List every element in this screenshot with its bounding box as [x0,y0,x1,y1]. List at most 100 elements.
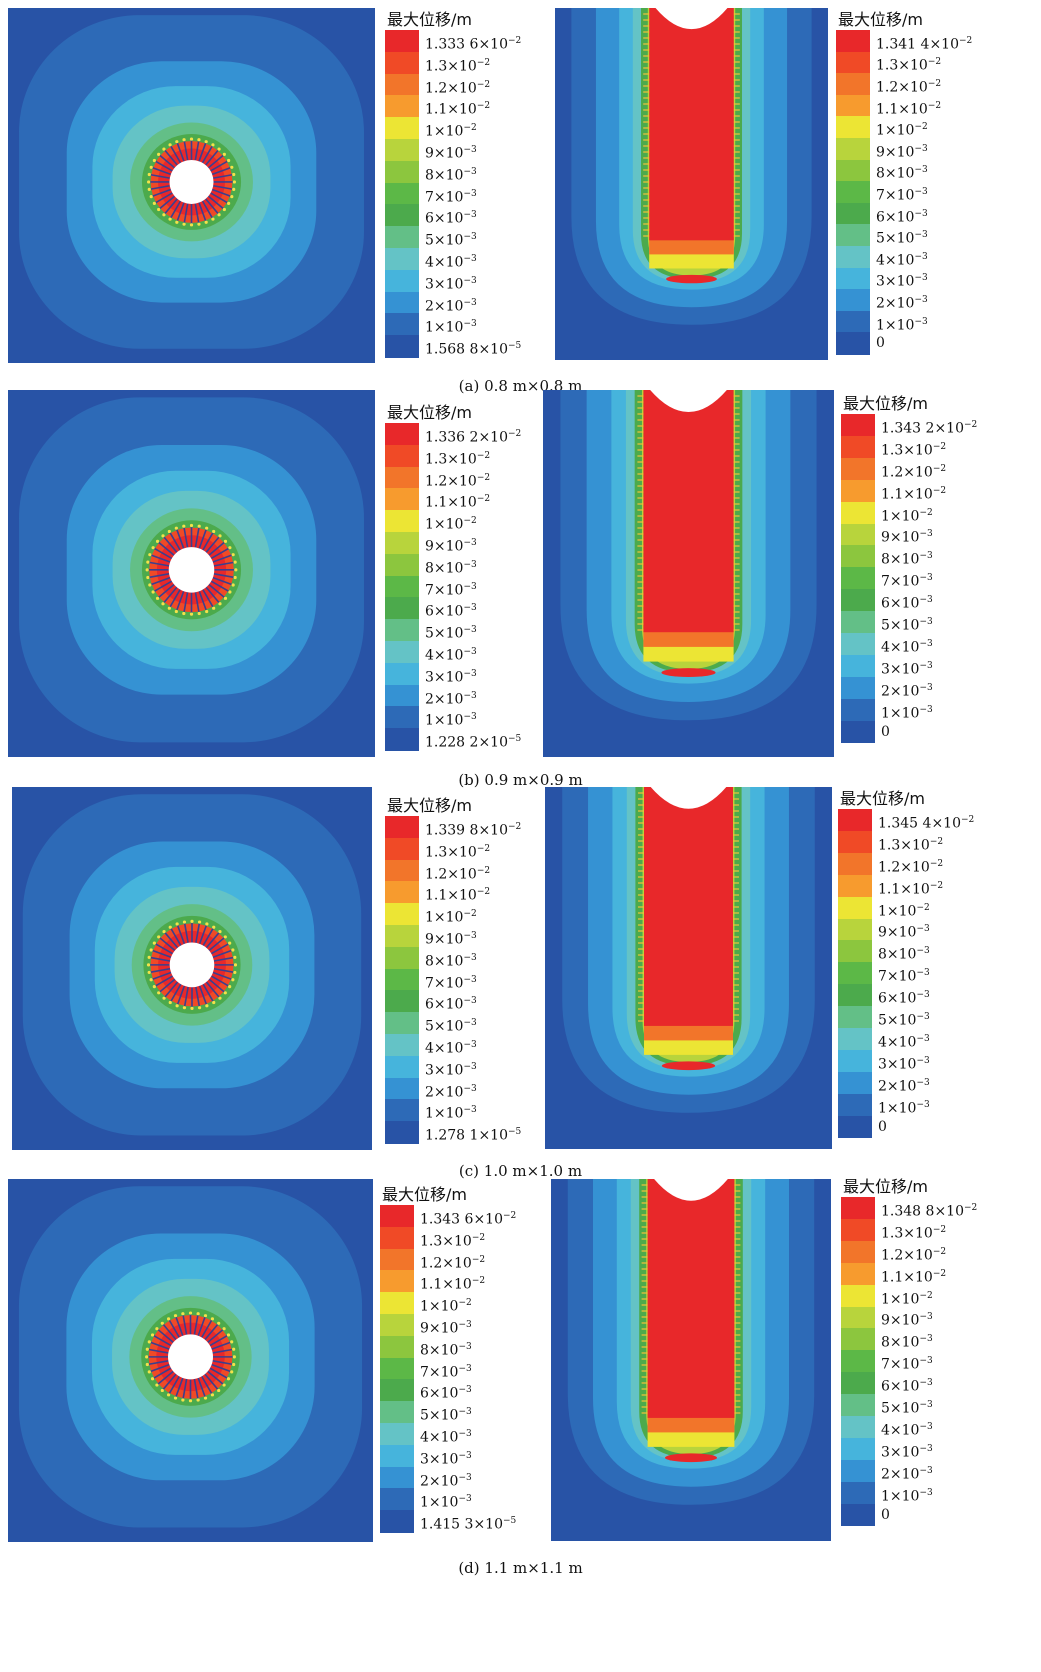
legend-exponent: −3 [463,559,477,570]
rock-bolt [202,589,215,609]
legend-swatch [841,1459,875,1483]
legend-times: ×10 [900,881,930,898]
rock-bolt [213,967,235,974]
bolt-head [222,1383,226,1387]
rock-bolt [174,1377,184,1399]
legend-mantissa: 1.339 8 [425,822,479,839]
tunnel-opening [169,942,215,988]
rock-bolt [182,1378,188,1401]
tunnel-opening [654,1179,728,1201]
legend-exponent: −3 [463,952,477,963]
legend-label: 1.3×10−2 [881,1222,946,1242]
bolt-head [168,143,172,147]
legend-times: ×10 [478,1127,508,1144]
legend-times: ×10 [433,996,464,1013]
rock-bolt [176,985,186,1006]
tunnel-displacement-zone [647,1179,735,1418]
legend-mantissa: 1.2 [878,859,901,876]
legend-times: ×10 [898,58,928,75]
legend-exponent: −2 [929,858,944,869]
legend-label: 5×10−3 [881,1397,933,1417]
rock-bolt [175,590,185,612]
rock-bolt [149,173,170,179]
bolt-head [189,137,194,141]
bolt-head [234,568,238,572]
legend-exponent: −2 [929,880,944,891]
legend-exponent: −3 [463,188,477,199]
bolt-head [190,1006,194,1010]
rock-bolt [149,553,171,563]
legend-mantissa: 1 [420,1298,429,1315]
legend-label: 6×10−3 [425,207,477,227]
legend-mantissa: 7 [881,573,890,590]
legend-label: 1.1×10−2 [420,1273,485,1293]
legend-mantissa: 4 [420,1429,429,1446]
legend-exponent: −2 [963,419,978,430]
legend-times: ×10 [889,530,920,547]
rock-bolt [158,978,176,994]
legend-label: 1.278 1×10−5 [425,1124,521,1144]
legend-swatch [836,267,870,290]
bolt-head [232,1362,236,1367]
legend-mantissa: 3 [881,1444,890,1461]
rock-bolt [204,1373,220,1391]
bolt-head [212,1000,216,1005]
legend-swatch [836,159,870,182]
legend-label: 1.2×10−2 [878,856,943,876]
legend-swatch [836,332,870,355]
bolt-head [230,165,234,169]
legend-mantissa: 1 [881,508,890,525]
legend-swatch [841,1416,875,1439]
bolt-head [145,1355,149,1359]
bolt-head [232,1347,236,1351]
legend-times: ×10 [442,1233,472,1250]
legend-label: 2×10−3 [425,1081,477,1101]
legend-label: 7×10−3 [425,186,477,206]
legend-label: 1×10−2 [876,119,928,139]
legend-swatch [380,1270,414,1293]
bolt-head [197,524,201,528]
legend-times: ×10 [889,1356,920,1373]
legend-exponent: −2 [471,1232,486,1243]
legend-swatch [841,1197,875,1220]
legend-swatch [841,1503,875,1527]
rock-bolt [198,527,208,549]
legend-exponent: −2 [507,821,522,832]
rock-bolt [150,188,172,198]
legend-mantissa: 5 [425,232,434,249]
legend-label: 3×10−3 [425,273,477,293]
rock-bolt [211,1341,232,1350]
legend-label: 0 [881,1507,890,1523]
legend-times: ×10 [478,429,508,446]
legend-label: 4×10−3 [876,249,928,269]
legend-mantissa: 4 [425,1040,434,1057]
legend-mantissa: 4 [881,1422,890,1439]
legend-mantissa: 7 [425,582,434,599]
legend-mantissa: 2 [425,298,434,315]
bolt-head [147,970,151,975]
tunnel-opening [655,8,728,30]
legend-label: 9×10−3 [881,526,933,546]
legend-exponent: −3 [463,1105,477,1116]
bolt-head [181,1312,185,1316]
legend-mantissa: 0 [876,335,885,352]
legend-swatch [838,1049,872,1073]
legend-label: 1.348 8×10−2 [881,1200,977,1220]
legend-times: ×10 [889,1488,920,1505]
bolt-head [233,955,237,959]
plan-contour-plot [8,8,375,363]
bolt-head [218,996,222,1000]
legend-mantissa: 1.568 8 [425,341,479,358]
legend-label: 2×10−3 [425,295,477,315]
rock-bolt [147,1359,169,1366]
bolt-head [151,590,155,594]
legend-mantissa: 5 [420,1407,429,1424]
legend-mantissa: 1 [881,1488,890,1505]
legend-exponent: −2 [932,485,947,496]
legend-times: ×10 [433,189,464,206]
legend-exponent: −3 [463,210,477,221]
legend-label: 7×10−3 [878,965,930,985]
legend-times: ×10 [442,1255,472,1272]
legend-times: ×10 [433,298,464,315]
rock-bolt [210,546,231,560]
